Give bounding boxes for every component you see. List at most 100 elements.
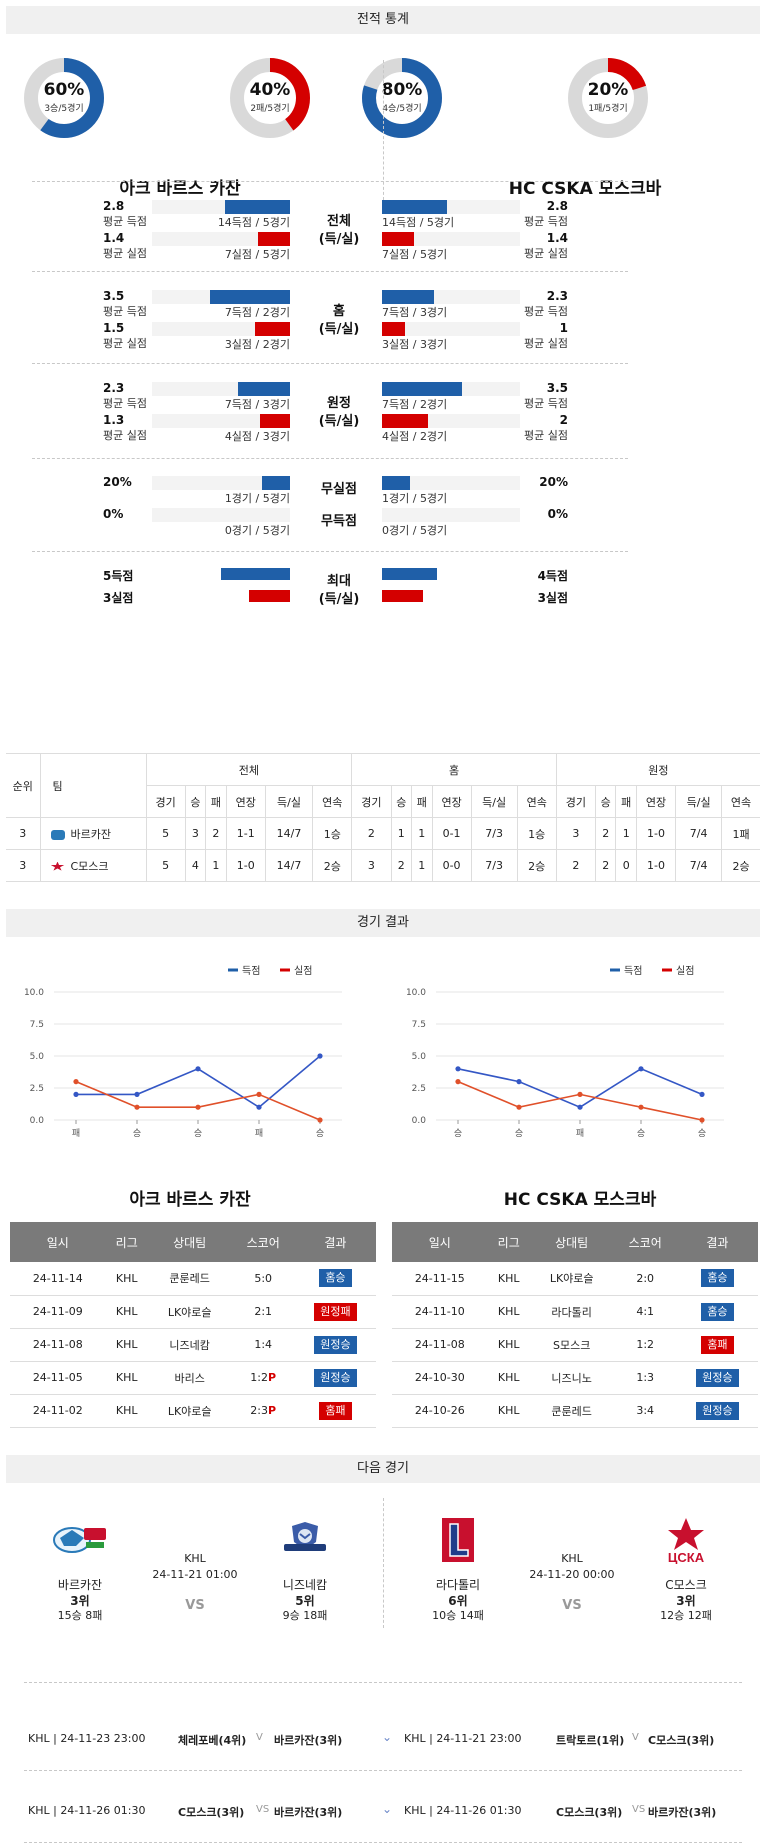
date-cell: 24-11-15 [392, 1262, 488, 1296]
upcoming-left-away[interactable]: 바르카잔(3위) [274, 1734, 343, 1747]
stat-cell: 1 [411, 817, 433, 850]
a-bar-label: 7득점 / 2경기 [224, 306, 290, 319]
data-point [577, 1091, 583, 1097]
opponent-cell[interactable]: 니즈네캄 [147, 1328, 232, 1362]
a-bar-label: 7실점 / 5경기 [224, 248, 290, 261]
legend-label: 득점 [242, 965, 260, 977]
upcoming-left-home[interactable]: C모스크(3위) [178, 1806, 245, 1819]
max-label: 최대 (득/실) [300, 573, 378, 609]
stat-cell: 2승 [516, 849, 557, 882]
team-b-win-sub: 4승/5경기 [382, 104, 422, 114]
score-cell: 2:0 [613, 1262, 677, 1296]
upcoming-left-vs: VS [256, 1804, 270, 1815]
date-cell: 24-11-05 [10, 1361, 106, 1395]
team-b-win-donut: 80% 4승/5경기 [360, 56, 444, 140]
a-clean-fill [262, 476, 290, 490]
col-header: 연장 [225, 785, 266, 818]
score-cell: 2:3P [231, 1394, 295, 1428]
opponent-cell[interactable]: 쿤룬레드 [147, 1262, 232, 1296]
upcoming-right-home[interactable]: C모스크(3위) [556, 1806, 623, 1819]
stat-cell: 14/7 [264, 817, 314, 850]
col-header: 패 [205, 785, 227, 818]
a-stat-value: 1.4 [103, 231, 125, 245]
opponent-cell[interactable]: LK야로슬 [529, 1262, 614, 1296]
data-point [699, 1091, 705, 1097]
opponent-cell[interactable]: 니즈니노 [529, 1361, 614, 1395]
opponent-cell[interactable]: 라다톨리 [529, 1295, 614, 1329]
opponent-cell[interactable]: LK야로슬 [147, 1394, 232, 1428]
b-stat-value: 2.8 [546, 199, 568, 213]
data-point [73, 1079, 79, 1085]
score: 5:0 [254, 1271, 273, 1285]
stat-cell: 2 [594, 849, 617, 882]
score-cell: 1:3 [613, 1361, 677, 1395]
team-cell[interactable]: 바르카잔 [39, 817, 147, 850]
league-cell: KHL [105, 1394, 148, 1428]
y-tick-label: 0.0 [412, 1116, 427, 1126]
next-b-away-name[interactable]: C모스크 [665, 1578, 707, 1592]
b-bar-fill [382, 290, 434, 304]
chevron-down-icon[interactable]: ⌄ [382, 1802, 393, 1816]
b-stat-label: 평균 실점 [524, 337, 568, 350]
a-stat-value: 3.5 [103, 289, 125, 303]
data-point [638, 1104, 644, 1110]
chevron-down-icon[interactable]: ⌄ [382, 1730, 393, 1744]
stat-cell: 14/7 [264, 849, 314, 882]
col-header: 승 [594, 785, 617, 818]
a-bar-track [152, 290, 290, 304]
score: 1:4 [254, 1338, 273, 1351]
a-stat-label: 평균 실점 [103, 429, 147, 442]
opponent-cell[interactable]: 바리스 [147, 1361, 232, 1395]
a-bar-fill [238, 382, 290, 396]
upcoming-right-away[interactable]: C모스크(3위) [648, 1734, 715, 1747]
stat-cell: 5 [145, 849, 186, 882]
data-point [134, 1104, 140, 1110]
opponent-cell[interactable]: S모스크 [529, 1328, 614, 1362]
a-clean-track [152, 508, 290, 522]
legend-label: 실점 [294, 965, 312, 977]
stat-cell: 2 [351, 817, 392, 850]
a-max-value: 3실점 [103, 591, 134, 605]
b-bar-label: 14득점 / 5경기 [382, 216, 455, 229]
upcoming-right-home[interactable]: 트락토르(1위) [556, 1734, 625, 1747]
team-cell[interactable]: C모스크 [39, 849, 147, 882]
team-name[interactable]: 바르카잔 [70, 827, 111, 841]
next-b-home-name[interactable]: 라다톨리 [435, 1578, 481, 1592]
b-clean-value: 20% [539, 475, 568, 489]
y-tick-label: 10.0 [406, 988, 426, 998]
results-col-header: 리그 [105, 1222, 148, 1262]
next-a-away-name[interactable]: 니즈네캄 [282, 1578, 328, 1592]
y-tick-label: 2.5 [412, 1084, 426, 1094]
a-stat-label: 평균 실점 [103, 247, 147, 260]
data-point [516, 1104, 522, 1110]
result-cell: 원정패 [294, 1295, 376, 1329]
stat-cell: 3 [351, 849, 392, 882]
results-row: 24-10-30 KHL 니즈니노 1:3 원정승 [392, 1361, 758, 1395]
team-name[interactable]: C모스크 [70, 859, 109, 873]
opponent-cell[interactable]: LK야로슬 [147, 1295, 232, 1329]
rank-cell: 3 [6, 849, 41, 882]
y-tick-label: 2.5 [30, 1084, 44, 1094]
data-point [256, 1104, 262, 1110]
data-point [638, 1066, 644, 1072]
results-col-header: 상대팀 [147, 1222, 232, 1262]
upcoming-right-info: KHL | 24-11-26 01:30 [404, 1804, 522, 1817]
date-cell: 24-11-09 [10, 1295, 106, 1329]
results-col-header: 리그 [487, 1222, 530, 1262]
b-bar-label: 7득점 / 2경기 [382, 398, 448, 411]
upcoming-left-away[interactable]: 바르카잔(3위) [274, 1806, 343, 1819]
result-badge: 홈패 [701, 1335, 734, 1354]
date-cell: 24-11-02 [10, 1394, 106, 1428]
b-stat-label: 평균 실점 [524, 247, 568, 260]
next-a-home-name[interactable]: 바르카잔 [57, 1578, 103, 1592]
clean-label-0: 무실점 [321, 482, 357, 497]
x-tick-label: 승 [454, 1128, 462, 1139]
results-row: 24-11-09 KHL LK야로슬 2:1 원정패 [10, 1295, 376, 1329]
upcoming-right-away[interactable]: 바르카잔(3위) [648, 1806, 717, 1819]
team-a-loss-donut: 40% 2패/5경기 [228, 56, 312, 140]
barkazan-logo-icon [50, 829, 65, 840]
b-clean-track [382, 476, 520, 490]
upcoming-left-home[interactable]: 체레포베(4위) [178, 1734, 247, 1747]
league-cell: KHL [487, 1262, 530, 1296]
opponent-cell[interactable]: 쿤룬레드 [529, 1394, 614, 1428]
